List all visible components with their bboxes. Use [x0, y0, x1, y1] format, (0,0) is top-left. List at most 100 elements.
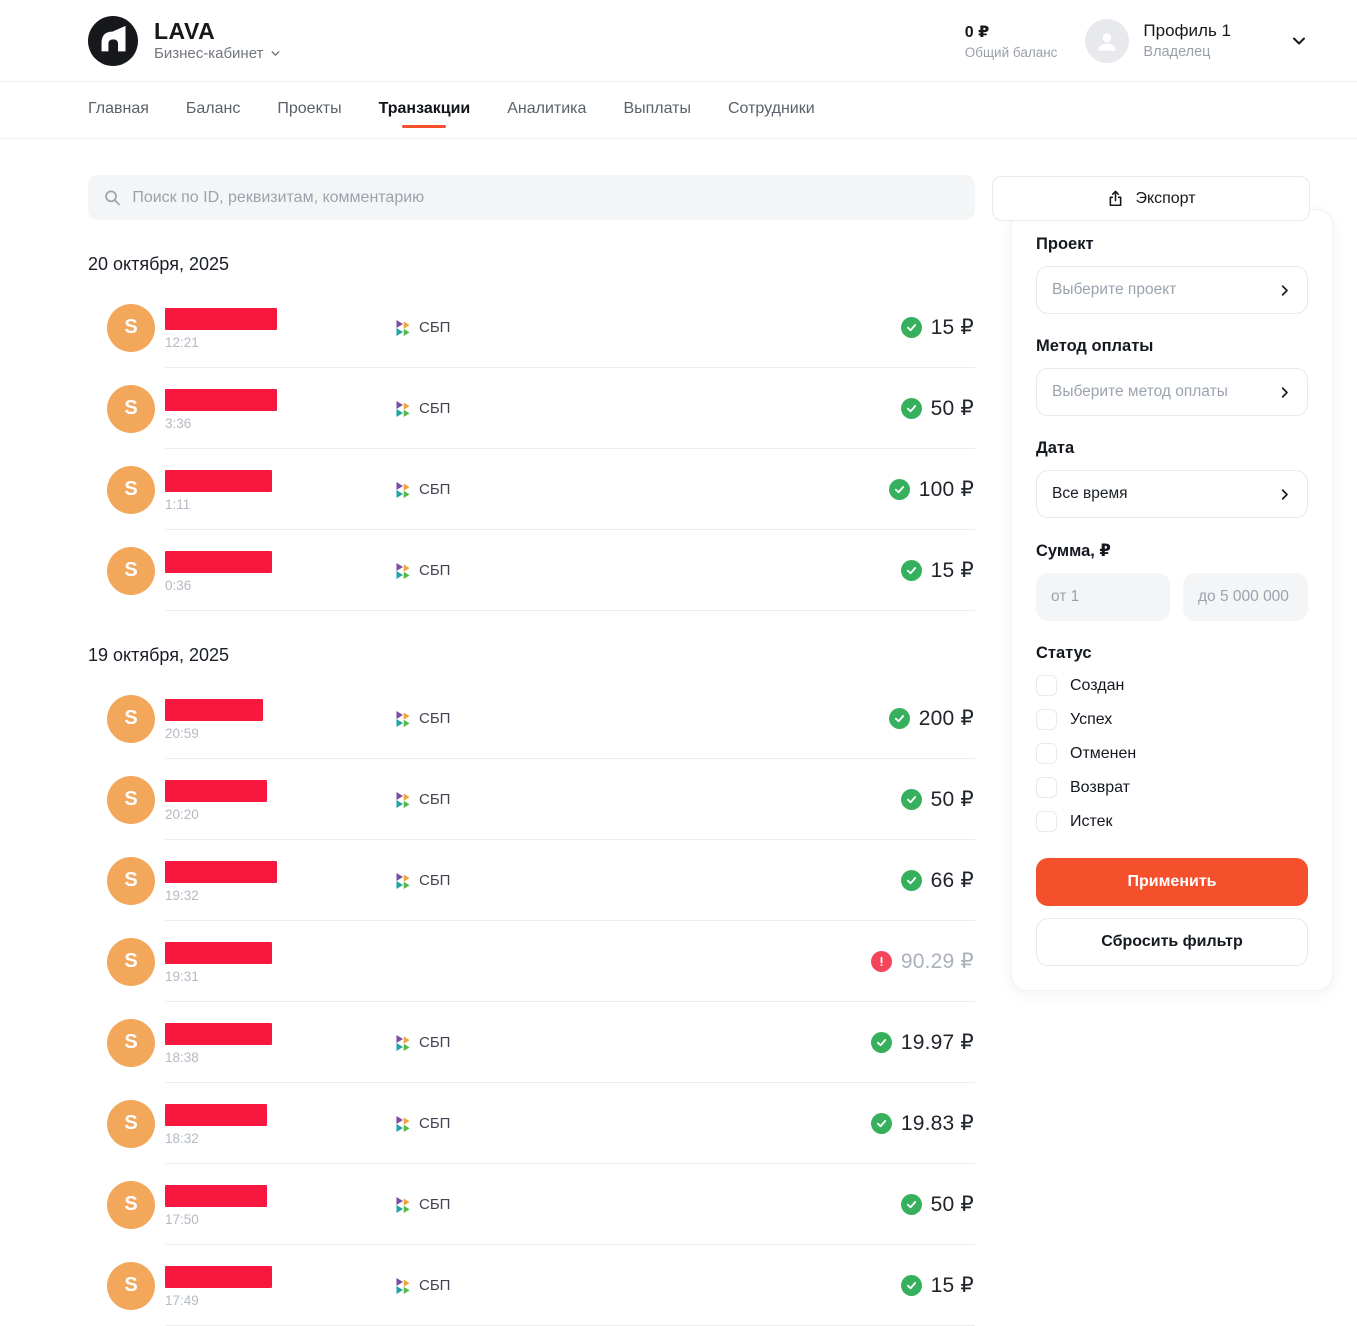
status-success-icon [900, 870, 922, 891]
transaction-amount: 50 ₽ [930, 1193, 974, 1216]
transaction-row[interactable]: S 19:32 СБП 66 ₽ [88, 840, 975, 921]
reset-filter-button[interactable]: Сбросить фильтр [1036, 918, 1308, 966]
status-option-4[interactable]: Истек [1036, 811, 1308, 832]
transaction-time: 17:49 [165, 1292, 199, 1308]
date-range-select[interactable]: Все время [1036, 470, 1308, 518]
app-header: LAVA Бизнес-кабинет 0 ₽ Общий баланс Про… [0, 0, 1357, 82]
merchant-avatar: S [107, 856, 155, 905]
payment-method: СБП [395, 400, 575, 418]
payment-method-label: СБП [419, 400, 451, 417]
checkbox[interactable] [1036, 811, 1057, 832]
redacted-recipient [165, 307, 277, 330]
transaction-row[interactable]: S 1:11 СБП 100 ₽ [88, 449, 975, 530]
sbp-icon [396, 481, 410, 498]
payment-method: СБП [395, 481, 575, 499]
status-option-2[interactable]: Отменен [1036, 743, 1308, 764]
redacted-recipient [165, 698, 263, 721]
redacted-recipient [165, 1103, 267, 1126]
status-filter-label: Статус [1036, 644, 1092, 662]
export-button[interactable]: Экспорт [992, 176, 1310, 221]
merchant-avatar: S [107, 775, 155, 824]
status-success-icon [870, 1032, 892, 1053]
transaction-time: 19:32 [165, 887, 199, 903]
check-icon [906, 1201, 916, 1209]
payment-method-select[interactable]: Выберите метод оплаты [1036, 368, 1308, 416]
profile-menu[interactable]: Профиль 1 Владелец [1085, 18, 1231, 63]
transaction-row[interactable]: S 19:31 90.29 ₽ [88, 921, 975, 1002]
tab-0[interactable]: Главная [88, 100, 149, 117]
transaction-row[interactable]: S 17:50 СБП 50 ₽ [88, 1164, 975, 1245]
transaction-row[interactable]: S 20:20 СБП 50 ₽ [88, 759, 975, 840]
status-option-3[interactable]: Возврат [1036, 777, 1308, 798]
merchant-avatar: S [107, 694, 155, 743]
check-icon [894, 486, 904, 494]
status-option-label: Отменен [1070, 744, 1137, 762]
transaction-row[interactable]: S 12:21 СБП 15 ₽ [88, 287, 975, 368]
project-filter-label: Проект [1036, 235, 1094, 253]
transaction-amount: 15 ₽ [930, 559, 974, 582]
tab-3[interactable]: Транзакции [379, 84, 471, 136]
status-success-icon [900, 789, 922, 810]
export-icon [1110, 190, 1122, 207]
transaction-list: 20 октября, 2025 S 12:21 СБП 15 ₽ S 3:36 [88, 254, 975, 1326]
transaction-amount: 100 ₽ [918, 478, 974, 501]
check-icon [906, 405, 916, 413]
nav-tabs: Главная Баланс Проекты Транзакции Аналитика В… [0, 82, 1357, 139]
amount-from-input[interactable] [1036, 573, 1170, 621]
tab-5[interactable]: Выплаты [623, 100, 691, 117]
tab-6[interactable]: Сотрудники [727, 100, 815, 117]
filter-panel: Проект Выберите проект Метод оплаты Выбе… [1011, 209, 1333, 991]
status-option-label: Успех [1070, 710, 1113, 728]
transaction-row[interactable]: S 0:36 СБП 15 ₽ [88, 530, 975, 611]
checkbox[interactable] [1036, 709, 1057, 730]
check-icon [894, 715, 904, 723]
apply-filter-button[interactable]: Применить [1036, 858, 1308, 906]
payment-method: СБП [395, 872, 575, 890]
amount-to-input[interactable] [1183, 573, 1308, 621]
payment-method: СБП [395, 1277, 575, 1295]
merchant-avatar: S [107, 937, 155, 986]
checkbox[interactable] [1036, 777, 1057, 798]
redacted-recipient [165, 779, 267, 802]
cabinet-switcher[interactable]: Бизнес-кабинет [154, 45, 282, 62]
status-option-0[interactable]: Создан [1036, 675, 1308, 696]
transaction-row[interactable]: S 17:49 СБП 15 ₽ [88, 1245, 975, 1326]
transaction-amount: 19.97 ₽ [900, 1031, 974, 1054]
payment-method-label: СБП [419, 481, 451, 498]
merchant-avatar: S [107, 384, 155, 433]
transaction-row[interactable]: S 20:59 СБП 200 ₽ [88, 678, 975, 759]
method-filter-label: Метод оплаты [1036, 337, 1154, 355]
merchant-avatar: S [107, 1261, 155, 1310]
payment-method-label: СБП [419, 319, 451, 336]
search-input[interactable] [132, 188, 960, 207]
status-option-1[interactable]: Успех [1036, 709, 1308, 730]
check-icon [906, 567, 916, 575]
tab-1[interactable]: Баланс [185, 100, 241, 117]
chevron-right-icon [1281, 488, 1288, 500]
sbp-icon [396, 400, 410, 417]
brand: LAVA Бизнес-кабинет [88, 15, 282, 66]
transaction-row[interactable]: S 18:38 СБП 19.97 ₽ [88, 1002, 975, 1083]
sbp-icon [396, 1196, 410, 1213]
project-select-placeholder: Выберите проект [1052, 281, 1177, 298]
profile-dropdown-toggle[interactable] [1289, 31, 1309, 51]
redacted-recipient [165, 1265, 272, 1288]
payment-method: СБП [395, 1196, 575, 1214]
tab-2[interactable]: Проекты [277, 100, 342, 117]
redacted-recipient [165, 1022, 272, 1045]
payment-method-label: СБП [419, 562, 451, 579]
lava-logo-icon [88, 15, 138, 66]
status-option-label: Возврат [1070, 778, 1130, 796]
transaction-row[interactable]: S 3:36 СБП 50 ₽ [88, 368, 975, 449]
transaction-row[interactable]: S 18:32 СБП 19.83 ₽ [88, 1083, 975, 1164]
tab-4[interactable]: Аналитика [507, 100, 587, 117]
redacted-recipient [165, 550, 272, 573]
payment-method-label: СБП [419, 1115, 451, 1132]
sbp-icon [396, 319, 410, 336]
transaction-amount: 90.29 ₽ [900, 950, 974, 973]
checkbox[interactable] [1036, 675, 1057, 696]
project-select[interactable]: Выберите проект [1036, 266, 1308, 314]
status-success-icon [900, 1194, 922, 1215]
checkbox[interactable] [1036, 743, 1057, 764]
chevron-right-icon [1281, 386, 1288, 398]
